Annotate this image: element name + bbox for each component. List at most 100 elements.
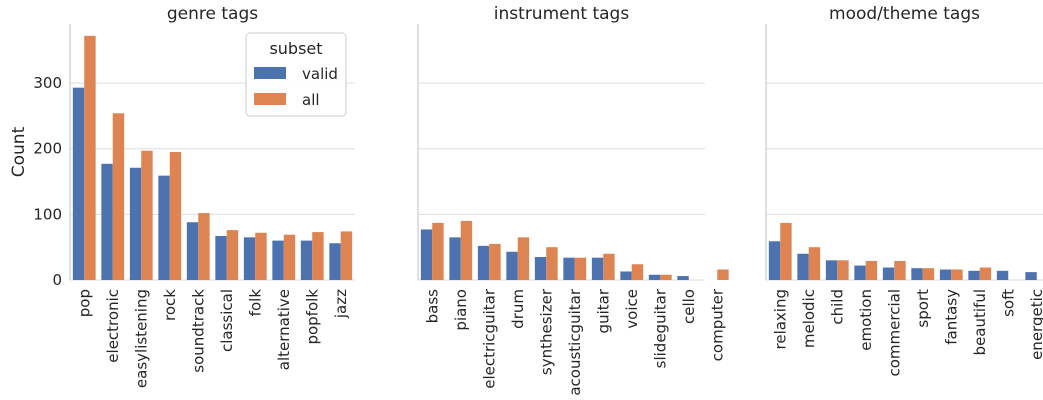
x-tick-label: relaxing — [771, 289, 789, 350]
bar-all — [517, 237, 530, 280]
x-tick-label: fantasy — [942, 289, 960, 345]
legend-title: subset — [269, 39, 322, 58]
bar-valid — [272, 240, 284, 280]
bar-all — [660, 274, 672, 280]
bar-valid — [620, 271, 632, 280]
bar-all — [979, 267, 992, 280]
bar-valid — [72, 87, 85, 281]
panel-title: genre tags — [167, 4, 258, 24]
x-tick-label: electronic — [104, 289, 122, 363]
x-tick-label: soundtrack — [189, 289, 207, 373]
bar-all — [340, 231, 353, 280]
x-tick-label: guitar — [594, 288, 612, 333]
bar-valid — [677, 276, 689, 280]
x-tick-label: easylistening — [132, 289, 150, 388]
bar-all — [603, 253, 615, 280]
panel-2: instrument tags bass piano electricguitar dr… — [417, 4, 729, 396]
x-tick-label: commercial — [885, 289, 903, 377]
bar-valid — [911, 268, 923, 280]
bar-all — [84, 35, 96, 280]
panel-3: mood/theme tags relaxing melodic child emoti… — [765, 4, 1043, 377]
bar-all — [198, 213, 210, 280]
bar-valid — [506, 251, 518, 280]
legend-swatch-all — [254, 93, 286, 105]
x-tick-label: alternative — [275, 289, 293, 370]
bar-all — [922, 268, 935, 280]
bar-all — [112, 113, 125, 281]
x-tick-label: beautiful — [971, 289, 989, 355]
bar-all — [489, 243, 501, 280]
y-tick-label: 200 — [33, 140, 62, 158]
bar-all — [894, 260, 906, 280]
bar-all — [169, 152, 182, 280]
bar-all — [312, 232, 324, 280]
bar-all — [255, 232, 267, 280]
x-tick-label: slideguitar — [651, 288, 669, 368]
bar-valid — [420, 229, 433, 280]
bar-valid — [477, 245, 490, 280]
bar-valid — [300, 240, 313, 280]
bar-valid — [939, 269, 952, 280]
bar-all — [717, 269, 729, 280]
y-tick-label: 0 — [52, 271, 62, 289]
x-tick-label: popfolk — [303, 289, 321, 345]
x-tick-label: soft — [999, 289, 1017, 317]
bar-all — [546, 247, 558, 280]
x-tick-label: sport — [914, 289, 932, 328]
x-tick-label: computer — [708, 288, 726, 361]
x-tick-label: classical — [218, 289, 236, 352]
bar-valid — [797, 253, 809, 280]
x-tick-label: cello — [680, 289, 698, 324]
panel-title: mood/theme tags — [829, 4, 980, 24]
bar-all — [865, 260, 878, 280]
panel-title: instrument tags — [494, 4, 630, 24]
x-tick-label: piano — [452, 289, 470, 331]
x-tick-label: acousticguitar — [566, 288, 584, 396]
legend: subset valid all — [245, 32, 347, 117]
legend-label-all: all — [302, 91, 320, 109]
bar-all — [460, 220, 473, 280]
bar-all — [283, 234, 296, 280]
bar-all — [141, 150, 153, 280]
bar-valid — [449, 237, 461, 280]
legend-swatch-valid — [254, 67, 286, 79]
panel-1: 0 100 200 300 Count genre tags pop electronic ea… — [9, 4, 355, 388]
x-tick-label: jazz — [332, 289, 350, 319]
x-tick-label: melodic — [800, 289, 818, 348]
x-tick-label: voice — [623, 289, 641, 329]
bar-valid — [129, 167, 142, 280]
bar-all — [837, 260, 849, 280]
x-tick-label: drum — [509, 289, 527, 329]
bar-all — [780, 222, 792, 280]
bar-valid — [563, 257, 575, 280]
x-tick-label: folk — [246, 289, 264, 317]
bar-valid — [648, 274, 661, 280]
bar-valid — [534, 257, 547, 280]
bar-valid — [768, 241, 781, 280]
bar-valid — [1025, 272, 1037, 280]
x-tick-label: child — [828, 289, 846, 325]
bar-valid — [215, 236, 227, 280]
bar-all — [951, 269, 963, 280]
bar-valid — [854, 265, 866, 280]
x-tick-label: emotion — [857, 289, 875, 351]
bar-all — [574, 257, 587, 280]
y-tick-label: 100 — [33, 205, 62, 223]
bar-all — [226, 230, 239, 280]
x-tick-label: bass — [423, 289, 441, 324]
x-tick-label: energetic — [1028, 289, 1043, 360]
legend-label-valid: valid — [302, 65, 338, 83]
bar-valid — [243, 237, 256, 280]
y-axis-label: Count — [9, 126, 29, 177]
x-tick-label: pop — [75, 289, 93, 317]
bar-valid — [882, 267, 895, 280]
bar-all — [631, 264, 644, 280]
x-tick-label: synthesizer — [537, 288, 555, 375]
x-tick-label: electricguitar — [480, 288, 498, 389]
bar-valid — [968, 270, 980, 280]
bar-valid — [825, 260, 838, 280]
bar-all — [808, 247, 821, 280]
bar-all — [432, 222, 444, 280]
bar-valid — [591, 257, 604, 280]
